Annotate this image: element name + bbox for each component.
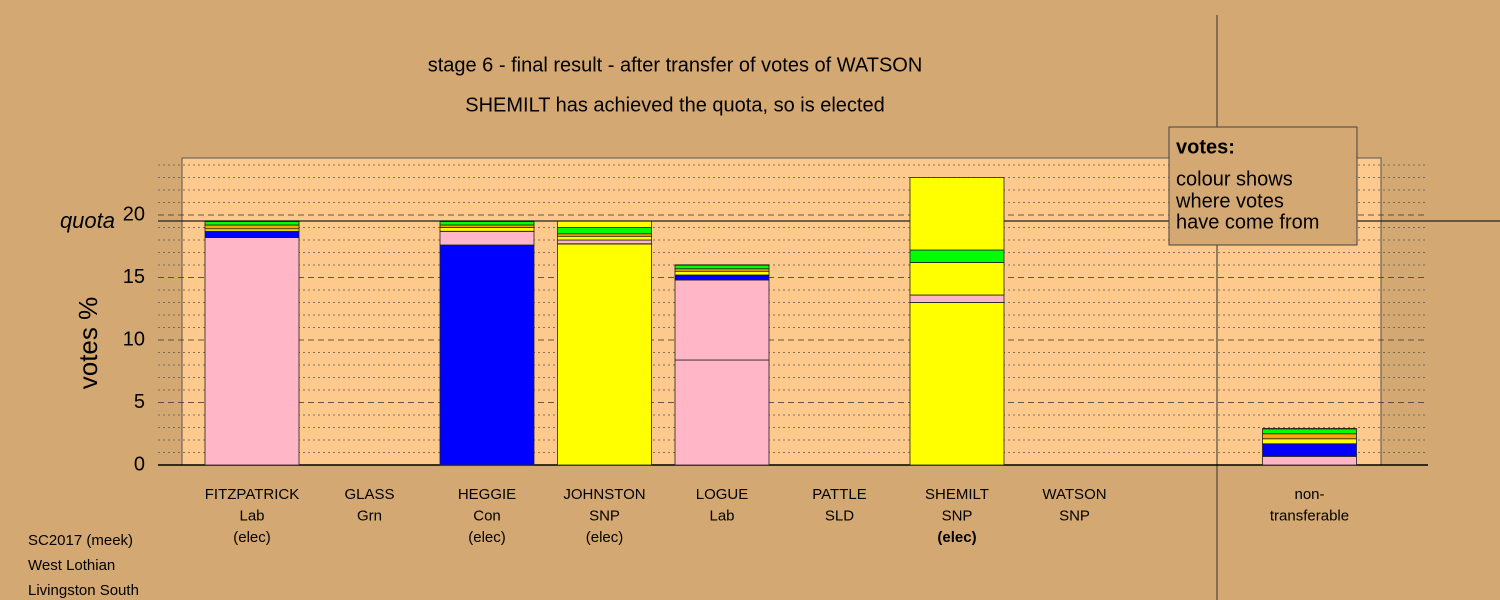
bar-segment	[1262, 443, 1357, 457]
bar-segment	[909, 302, 1005, 466]
bar-segment	[674, 264, 770, 270]
bar-segment	[909, 262, 1005, 296]
x-tick-label: HEGGIE	[458, 486, 516, 503]
legend-box	[1168, 126, 1358, 246]
x-tick-label: SNP	[1059, 507, 1090, 524]
plot: 0 5 10 15 20 quota FITZPATRICK Lab (elec) GLASS Gr…	[60, 164, 1500, 546]
bar-segment	[204, 224, 300, 230]
x-tick-label: non-	[1294, 486, 1324, 503]
x-tick-label: JOHNSTON	[563, 486, 645, 503]
bar-segment	[909, 294, 1005, 303]
bar-segment	[557, 239, 652, 245]
x-tick-label: SNP	[589, 507, 620, 524]
x-tick-label: transferable	[1270, 507, 1349, 524]
x-tick-label: SHEMILT	[925, 486, 989, 503]
y-tick-label: 0	[134, 453, 145, 475]
bar-segment	[204, 230, 300, 238]
chart-subtitle: SHEMILT has achieved the quota, so is el…	[465, 94, 885, 116]
bar-segment	[204, 220, 300, 226]
x-tick-label: Con	[473, 507, 501, 524]
x-tick-label: WATSON	[1042, 486, 1106, 503]
x-tick-label: (elec)	[468, 529, 506, 546]
x-tick-label: SLD	[825, 507, 854, 524]
y-tick-label: 20	[123, 203, 145, 225]
quota-label: quota	[60, 208, 115, 233]
y-axis-label: votes %	[73, 297, 103, 390]
bar-segment	[909, 249, 1005, 263]
bar-segment	[557, 235, 652, 241]
bar-segment	[439, 230, 535, 246]
bar-segment	[439, 244, 535, 466]
x-tick-label: PATTLE	[812, 486, 866, 503]
bar-segment	[204, 237, 300, 466]
bar-segment	[1262, 455, 1357, 466]
chart-title: stage 6 - final result - after transfer …	[428, 54, 923, 76]
bar-segment	[1262, 428, 1357, 435]
x-tick-label: Lab	[709, 507, 734, 524]
footer-text: SC2017 (meek)	[28, 532, 133, 549]
x-tick-label: (elec)	[586, 529, 624, 546]
bar-segment	[674, 274, 770, 281]
legend-text: where votes	[1175, 190, 1284, 212]
bar-segment	[557, 227, 652, 235]
bar-segment	[557, 243, 652, 466]
footer-text: West Lothian	[28, 557, 115, 574]
bar-segment	[1262, 438, 1357, 445]
legend-text: have come from	[1176, 211, 1319, 233]
x-tick-label: SNP	[942, 507, 973, 524]
footer-text: Livingston South	[28, 582, 139, 599]
x-tick-label: (elec)	[233, 529, 271, 546]
x-tick-label: (elec)	[937, 529, 976, 546]
y-tick-label: 15	[123, 266, 145, 288]
x-tick-label: Lab	[239, 507, 264, 524]
x-tick-label: FITZPATRICK	[205, 486, 299, 503]
bar-segment	[674, 279, 770, 361]
bar-segment	[909, 177, 1005, 251]
y-tick-label: 10	[123, 328, 145, 350]
bar-segment	[439, 227, 535, 232]
x-tick-label: LOGUE	[696, 486, 749, 503]
bar-segment	[674, 270, 770, 276]
x-tick-label: GLASS	[344, 486, 394, 503]
bar-segment	[674, 359, 770, 466]
bar-segment	[557, 220, 652, 228]
legend-text: colour shows	[1176, 168, 1293, 190]
y-tick-label: 5	[134, 391, 145, 413]
bar-segment	[1262, 433, 1357, 440]
legend-title: votes:	[1176, 136, 1235, 158]
x-tick-label: Grn	[357, 507, 382, 524]
bar-segment	[439, 220, 535, 226]
